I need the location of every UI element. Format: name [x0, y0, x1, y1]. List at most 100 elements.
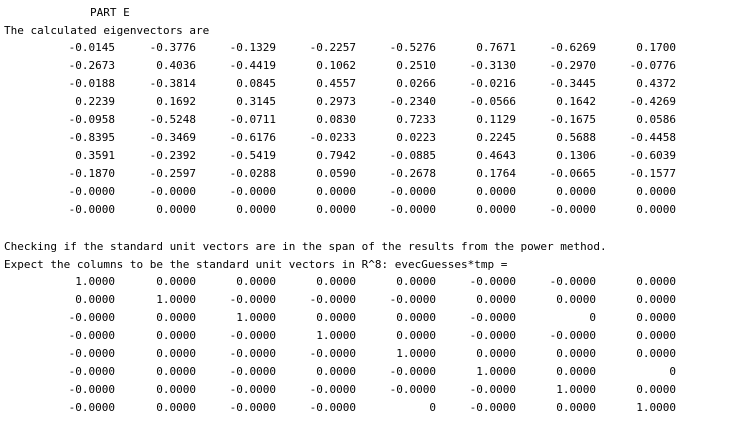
result-cell: 0.0000: [636, 293, 676, 306]
result-cell: -0.0000: [229, 329, 276, 342]
result-cell: 1.0000: [556, 383, 596, 396]
result-cell: -0.0000: [68, 347, 115, 360]
result-cell: -0.0000: [469, 383, 516, 396]
result-cell: 0.0000: [156, 275, 196, 288]
eigenvector-cell: -0.0233: [309, 131, 356, 144]
eigenvector-cell: 0.1306: [556, 149, 596, 162]
eigenvector-cell: -0.1870: [68, 167, 115, 180]
check-line-1: Checking if the standard unit vectors ar…: [4, 240, 607, 253]
result-cell: 0.0000: [156, 365, 196, 378]
result-cell: 0: [589, 311, 596, 324]
eigenvector-cell: 0.1764: [476, 167, 516, 180]
eigenvector-cell: 0.4372: [636, 77, 676, 90]
eigenvector-cell: 0.7942: [316, 149, 356, 162]
eigenvector-cell: -0.8395: [68, 131, 115, 144]
eigenvector-cell: 0.5688: [556, 131, 596, 144]
eigenvector-cell: -0.0665: [549, 167, 596, 180]
part-label: PART E: [90, 6, 130, 19]
eigenvector-cell: 0.0000: [476, 203, 516, 216]
eigenvector-cell: -0.0188: [68, 77, 115, 90]
eigenvector-cell: 0.2239: [75, 95, 115, 108]
result-cell: 0.0000: [396, 329, 436, 342]
eigenvector-cell: 0.0223: [396, 131, 436, 144]
eigenvector-cell: -0.0000: [389, 203, 436, 216]
eigenvector-cell: -0.0000: [149, 185, 196, 198]
result-cell: 0.0000: [476, 293, 516, 306]
eigenvector-cell: -0.3469: [149, 131, 196, 144]
eigenvector-cell: -0.0000: [389, 185, 436, 198]
eigenvector-cell: 0.1700: [636, 41, 676, 54]
eigenvector-cell: -0.5248: [149, 113, 196, 126]
result-cell: -0.0000: [68, 311, 115, 324]
result-cell: 0.0000: [156, 311, 196, 324]
eigenvector-cell: 0.0000: [316, 185, 356, 198]
eigenvector-cell: -0.6269: [549, 41, 596, 54]
result-cell: -0.0000: [309, 293, 356, 306]
result-cell: 0.0000: [316, 275, 356, 288]
eigenvector-cell: -0.2597: [149, 167, 196, 180]
result-cell: 1.0000: [236, 311, 276, 324]
check-line-2: Expect the columns to be the standard un…: [4, 258, 508, 271]
eigenvector-cell: -0.3776: [149, 41, 196, 54]
eigenvector-cell: -0.4419: [229, 59, 276, 72]
result-cell: 0.0000: [556, 365, 596, 378]
eigenvector-cell: -0.0776: [629, 59, 676, 72]
eigenvector-cell: 0.0000: [636, 203, 676, 216]
eigenvector-cell: -0.4269: [629, 95, 676, 108]
result-cell: -0.0000: [229, 401, 276, 414]
result-cell: -0.0000: [549, 275, 596, 288]
eigenvector-cell: -0.0288: [229, 167, 276, 180]
result-cell: 0.0000: [636, 347, 676, 360]
result-cell: 0.0000: [556, 347, 596, 360]
result-cell: -0.0000: [229, 293, 276, 306]
result-cell: -0.0000: [229, 365, 276, 378]
eigenvector-cell: -0.3445: [549, 77, 596, 90]
result-cell: -0.0000: [309, 347, 356, 360]
eigenvector-cell: -0.0000: [549, 203, 596, 216]
result-cell: 1.0000: [476, 365, 516, 378]
result-cell: -0.0000: [229, 347, 276, 360]
result-cell: -0.0000: [389, 365, 436, 378]
eigenvector-cell: -0.2392: [149, 149, 196, 162]
eigenvector-cell: 0.7233: [396, 113, 436, 126]
result-cell: -0.0000: [389, 383, 436, 396]
eigenvector-cell: -0.2970: [549, 59, 596, 72]
eigenvector-cell: -0.6176: [229, 131, 276, 144]
eigenvector-cell: 0.0000: [156, 203, 196, 216]
eigenvector-cell: 0.0590: [316, 167, 356, 180]
eigenvector-cell: 0.4557: [316, 77, 356, 90]
eigenvector-cell: -0.5419: [229, 149, 276, 162]
result-cell: -0.0000: [309, 383, 356, 396]
eigenvector-cell: 0.3145: [236, 95, 276, 108]
eigenvector-cell: 0.4643: [476, 149, 516, 162]
result-cell: 0.0000: [156, 383, 196, 396]
eigenvector-cell: -0.5276: [389, 41, 436, 54]
result-cell: -0.0000: [469, 401, 516, 414]
eigenvector-cell: 0.2510: [396, 59, 436, 72]
result-cell: 0.0000: [636, 383, 676, 396]
eigenvector-cell: 0.0000: [316, 203, 356, 216]
result-cell: -0.0000: [68, 329, 115, 342]
eigenvector-cell: -0.0566: [469, 95, 516, 108]
eigenvector-cell: -0.4458: [629, 131, 676, 144]
eigenvector-cell: -0.2673: [68, 59, 115, 72]
eigenvector-cell: -0.6039: [629, 149, 676, 162]
result-cell: 1.0000: [156, 293, 196, 306]
eigenvector-cell: -0.0145: [68, 41, 115, 54]
eigenvector-cell: 0.0000: [236, 203, 276, 216]
eigenvector-cell: 0.1692: [156, 95, 196, 108]
result-cell: 0: [429, 401, 436, 414]
eigenvector-cell: -0.0958: [68, 113, 115, 126]
eigenvector-cell: 0.1129: [476, 113, 516, 126]
result-cell: 0.0000: [156, 401, 196, 414]
result-cell: -0.0000: [389, 293, 436, 306]
eigenvector-cell: 0.0830: [316, 113, 356, 126]
result-cell: 0.0000: [476, 347, 516, 360]
eigenvector-cell: 0.0000: [556, 185, 596, 198]
result-cell: 1.0000: [636, 401, 676, 414]
eigenvector-cell: 0.0845: [236, 77, 276, 90]
eigenvector-cell: 0.2973: [316, 95, 356, 108]
result-cell: 0.0000: [396, 275, 436, 288]
result-cell: -0.0000: [68, 383, 115, 396]
eigenvector-cell: 0.2245: [476, 131, 516, 144]
